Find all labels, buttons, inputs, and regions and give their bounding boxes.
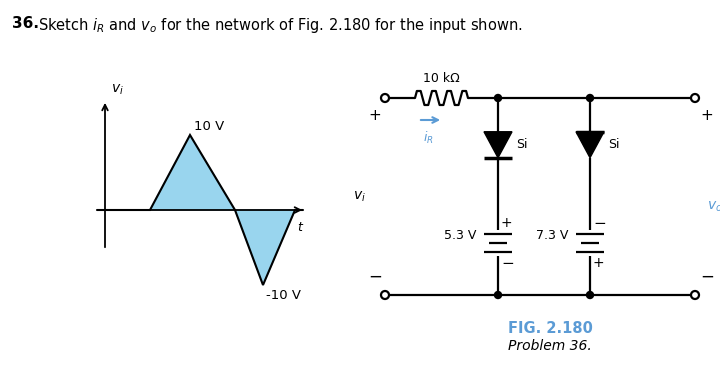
Polygon shape: [484, 132, 512, 158]
Text: 10 V: 10 V: [194, 120, 224, 133]
Text: −: −: [700, 268, 714, 286]
Text: +: +: [501, 216, 513, 230]
Polygon shape: [150, 135, 235, 210]
Text: $i_R$: $i_R$: [423, 130, 434, 146]
Text: −: −: [501, 256, 514, 271]
Text: 5.3 V: 5.3 V: [444, 229, 476, 242]
Circle shape: [587, 291, 593, 298]
Polygon shape: [235, 210, 295, 285]
Circle shape: [495, 95, 502, 102]
Circle shape: [495, 291, 502, 298]
Text: Sketch $i_R$ and $v_o$ for the network of Fig. 2.180 for the input shown.: Sketch $i_R$ and $v_o$ for the network o…: [38, 16, 523, 35]
Circle shape: [587, 95, 593, 102]
Text: 7.3 V: 7.3 V: [536, 229, 568, 242]
Text: 36.: 36.: [12, 16, 39, 31]
Text: $v_i$: $v_i$: [111, 83, 124, 97]
Text: -10 V: -10 V: [266, 289, 301, 302]
Text: +: +: [369, 108, 382, 124]
Text: +: +: [701, 108, 714, 124]
Text: Problem 36.: Problem 36.: [508, 339, 592, 353]
Text: $v_o$: $v_o$: [707, 199, 720, 214]
Text: +: +: [593, 256, 605, 270]
Polygon shape: [576, 132, 604, 158]
Text: FIG. 2.180: FIG. 2.180: [508, 321, 593, 336]
Text: −: −: [368, 268, 382, 286]
Text: $t$: $t$: [297, 221, 305, 234]
Text: 10 kΩ: 10 kΩ: [423, 72, 460, 85]
Text: −: −: [593, 216, 606, 231]
Text: Si: Si: [516, 138, 528, 151]
Text: $v_i$: $v_i$: [353, 189, 366, 204]
Text: Si: Si: [608, 138, 619, 151]
